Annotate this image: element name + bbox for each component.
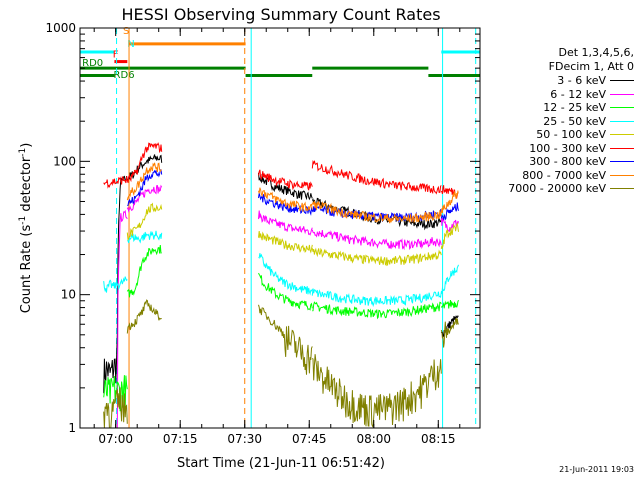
x-tick-label-0: 07:00 — [98, 432, 133, 446]
x-tick-label-1: 07:15 — [163, 432, 198, 446]
legend-label: 7000 - 20000 keV — [508, 182, 606, 196]
series-line-6-12-kev-1 — [126, 184, 163, 214]
y-axis-label-mid: detector — [19, 156, 34, 216]
legend-header-detectors: Det 1,3,4,5,6, — [558, 46, 634, 59]
x-tick-label-4: 08:00 — [356, 432, 391, 446]
series-line-100-300-kev-3 — [311, 159, 442, 195]
series-line-800-7000-kev-1 — [126, 162, 162, 201]
status-label-f: F — [113, 50, 119, 61]
series-line-50-100-kev-1 — [126, 202, 163, 241]
series-line-50-100-kev-3 — [311, 247, 442, 267]
y-axis-label: Count Rate (s-1 detector-1) — [18, 143, 34, 314]
series-line-7000-20000-kev-4 — [440, 317, 459, 348]
x-tick-label-5: 08:15 — [421, 432, 456, 446]
series-line-100-300-kev-1 — [126, 142, 163, 183]
series-line-7000-20000-kev-3 — [311, 354, 442, 428]
chart-title: HESSI Observing Summary Count Rates — [121, 5, 440, 24]
legend-swatch — [610, 188, 634, 190]
legend-swatch — [610, 107, 634, 109]
x-tick-label-2: 07:30 — [227, 432, 262, 446]
legend-label: 25 - 50 keV — [543, 114, 606, 128]
legend-swatch — [610, 80, 634, 82]
legend-label: 300 - 800 keV — [529, 155, 606, 169]
series-line-12-25-kev-0 — [103, 375, 128, 412]
series-line-800-7000-kev-3 — [311, 200, 442, 224]
series-line-6-12-kev-3 — [311, 229, 442, 251]
series-line-800-7000-kev-2 — [258, 187, 313, 212]
legend-item: 3 - 6 keV — [494, 74, 634, 88]
series-line-7000-20000-kev-2 — [258, 304, 313, 375]
legend: Det 1,3,4,5,6, FDecim 1, Att 0 3 - 6 keV… — [494, 46, 634, 196]
y-tick-label-1: 10 — [61, 288, 76, 302]
legend-label: 800 - 7000 keV — [522, 168, 606, 182]
series-line-50-100-kev-2 — [258, 231, 313, 254]
legend-item: 7000 - 20000 keV — [494, 182, 634, 196]
series-line-25-50-kev-3 — [311, 288, 442, 308]
series-line-12-25-kev-4 — [440, 299, 459, 309]
y-axis-label-sup1: -1 — [18, 216, 28, 225]
series-line-12-25-kev-3 — [312, 301, 442, 320]
status-label-s: S — [123, 26, 129, 37]
y-axis-label-sup2: -1 — [18, 148, 28, 157]
series-line-25-50-kev-0 — [103, 276, 128, 293]
series-line-12-25-kev-1 — [126, 245, 162, 298]
y-tick-label-3: 1000 — [45, 21, 76, 35]
y-axis-label-suffix: ) — [19, 143, 34, 148]
series-line-6-12-kev-2 — [258, 210, 313, 236]
legend-item: 300 - 800 keV — [494, 155, 634, 169]
legend-label: 12 - 25 keV — [543, 101, 606, 115]
series-line-6-12-kev-0 — [116, 209, 128, 429]
legend-item: 50 - 100 keV — [494, 128, 634, 142]
legend-item: 25 - 50 keV — [494, 115, 634, 129]
legend-swatch — [610, 120, 634, 122]
legend-item: 6 - 12 keV — [494, 88, 634, 102]
x-axis-label: Start Time (21-Jun-11 06:51:42) — [177, 456, 385, 471]
series-line-300-800-kev-4 — [440, 202, 459, 221]
legend-swatch — [610, 174, 634, 176]
series-line-25-50-kev-2 — [258, 253, 313, 296]
series-line-7000-20000-kev-0 — [103, 387, 128, 429]
legend-swatch — [610, 134, 634, 136]
plot-area: SNF RD0 RD6 — [80, 26, 480, 429]
y-tick-label-0: 1 — [68, 421, 76, 435]
series-line-7000-20000-kev-1 — [126, 299, 162, 334]
status-label-rd6: RD6 — [114, 70, 135, 81]
y-tick-label-2: 100 — [53, 154, 76, 168]
legend-label: 100 - 300 keV — [529, 141, 606, 155]
y-axis: 1 10 100 1000 — [45, 21, 480, 435]
legend-label: 3 - 6 keV — [557, 74, 606, 88]
x-tick-label-3: 07:45 — [292, 432, 327, 446]
series-line-3-6-kev-2 — [258, 172, 313, 201]
legend-swatch — [610, 93, 634, 95]
y-axis-label-prefix: Count Rate (s — [19, 225, 34, 314]
legend-rows: 3 - 6 keV 6 - 12 keV 12 - 25 keV 25 - 50 ke… — [494, 74, 634, 196]
series-line-6-12-kev-4 — [440, 217, 459, 233]
legend-header-decimation: FDecim 1, Att 0 — [548, 60, 634, 73]
legend-item: 12 - 25 keV — [494, 101, 634, 115]
series-line-12-25-kev-2 — [258, 272, 313, 311]
status-label-n: N — [127, 39, 134, 50]
timestamp-stamp: 21-Jun-2011 19:03 — [559, 465, 634, 474]
series-line-50-100-kev-4 — [440, 222, 459, 250]
plot-frame — [79, 27, 481, 429]
series-line-100-300-kev-2 — [258, 169, 313, 191]
x-axis: 07:00 07:15 07:30 07:45 08:00 08:15 — [93, 28, 461, 446]
legend-item: 100 - 300 keV — [494, 142, 634, 156]
legend-label: 50 - 100 keV — [536, 128, 606, 142]
legend-label: 6 - 12 keV — [550, 87, 606, 101]
series-line-800-7000-kev-4 — [440, 190, 459, 213]
series-line-3-6-kev-1 — [126, 154, 163, 182]
series-line-300-800-kev-3 — [311, 204, 442, 223]
series-line-300-800-kev-1 — [127, 169, 163, 207]
legend-item: 800 - 7000 keV — [494, 169, 634, 183]
series-line-100-300-kev-0 — [103, 176, 128, 189]
status-label-rd0: RD0 — [82, 58, 103, 69]
legend-swatch — [610, 147, 634, 149]
series-line-25-50-kev-4 — [440, 264, 459, 294]
legend-swatch — [610, 161, 634, 163]
